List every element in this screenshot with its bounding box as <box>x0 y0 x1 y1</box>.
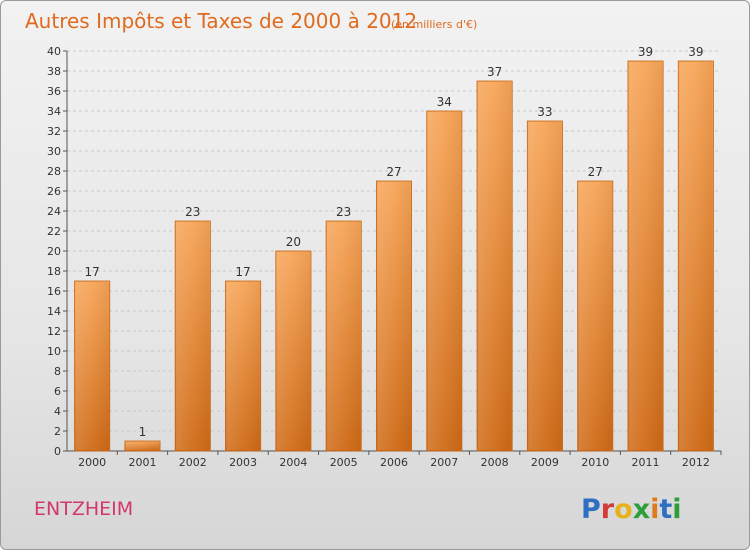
x-tick-label: 2000 <box>78 456 106 469</box>
data-label-2012: 39 <box>688 45 703 59</box>
data-label-2011: 39 <box>638 45 653 59</box>
data-label-2008: 37 <box>487 65 502 79</box>
x-tick-label: 2004 <box>279 456 307 469</box>
bar-shine <box>377 182 411 450</box>
data-label-2006: 27 <box>386 165 401 179</box>
bar-shine <box>176 222 210 450</box>
chart-title-group: Autres Impôts et Taxes de 2000 à 2012 (e… <box>25 9 477 33</box>
x-tick-label: 2001 <box>128 456 156 469</box>
bars <box>74 60 714 452</box>
y-tick-label: 20 <box>47 245 61 258</box>
bar-shine <box>226 282 260 450</box>
bar-shine <box>327 222 361 450</box>
bar-shine <box>628 62 663 450</box>
logo-letter: P <box>581 494 601 525</box>
logo-letter: i <box>650 494 659 525</box>
y-tick-label: 10 <box>47 345 61 358</box>
data-label-2005: 23 <box>336 205 351 219</box>
logo-letter: r <box>601 494 615 525</box>
data-label-2003: 17 <box>235 265 250 279</box>
x-tick-label: 2008 <box>481 456 509 469</box>
y-tick-label: 12 <box>47 325 61 338</box>
bar-shine <box>478 82 512 450</box>
y-tick-label: 6 <box>54 385 61 398</box>
y-tick-label: 16 <box>47 285 61 298</box>
data-label-2001: 1 <box>139 425 147 439</box>
y-tick-label: 26 <box>47 185 61 198</box>
bar-shine <box>125 442 160 450</box>
logo-letter: t <box>659 494 672 525</box>
logo-text: Proxiti <box>581 494 682 525</box>
data-labels: 17 1 23 17 20 23 27 34 37 33 27 39 39 <box>85 45 704 439</box>
chart-subtitle: (en milliers d'€) <box>391 18 477 31</box>
x-tick-label: 2006 <box>380 456 408 469</box>
y-tick-label: 0 <box>54 445 61 458</box>
logo-letter: o <box>614 494 633 525</box>
proxiti-logo: Proxiti <box>581 494 682 525</box>
data-label-2004: 20 <box>286 235 301 249</box>
bar-shine <box>427 112 461 450</box>
y-tick-label: 34 <box>47 105 61 118</box>
x-tick-label: 2009 <box>531 456 559 469</box>
x-tick-labels: 2000 2001 2002 2003 2004 2005 2006 2007 2008 2009… <box>78 456 710 469</box>
y-tick-label: 30 <box>47 145 61 158</box>
y-tick-label: 2 <box>54 425 61 438</box>
logo-letter: i <box>672 494 681 525</box>
data-label-2010: 27 <box>588 165 603 179</box>
logo-letter: x <box>633 494 650 525</box>
y-tick-label: 14 <box>47 305 61 318</box>
x-tick-label: 2003 <box>229 456 257 469</box>
y-tick-label: 18 <box>47 265 61 278</box>
y-tick-label: 36 <box>47 85 61 98</box>
y-tick-label: 24 <box>47 205 61 218</box>
y-tick-label: 8 <box>54 365 61 378</box>
x-tick-label: 2005 <box>330 456 358 469</box>
bar-shine <box>276 252 310 450</box>
city-name: ENTZHEIM <box>34 498 133 520</box>
y-tick-label: 32 <box>47 125 61 138</box>
x-tick-label: 2010 <box>581 456 609 469</box>
bar-shine <box>578 182 612 450</box>
data-label-2009: 33 <box>537 105 552 119</box>
x-tick-label: 2012 <box>682 456 710 469</box>
y-tick-label: 28 <box>47 165 61 178</box>
y-tick-label: 22 <box>47 225 61 238</box>
x-tick-label: 2002 <box>179 456 207 469</box>
data-label-2002: 23 <box>185 205 200 219</box>
y-tick-label: 4 <box>54 405 61 418</box>
data-label-2000: 17 <box>85 265 100 279</box>
bar-shine <box>75 282 109 450</box>
data-label-2007: 34 <box>437 95 452 109</box>
y-tick-label: 38 <box>47 65 61 78</box>
bar-shine <box>679 62 713 450</box>
bar-shine <box>528 122 562 450</box>
x-tick-label: 2011 <box>632 456 660 469</box>
y-tick-label: 40 <box>47 45 61 58</box>
chart-title: Autres Impôts et Taxes de 2000 à 2012 <box>25 9 417 33</box>
x-tick-label: 2007 <box>430 456 458 469</box>
